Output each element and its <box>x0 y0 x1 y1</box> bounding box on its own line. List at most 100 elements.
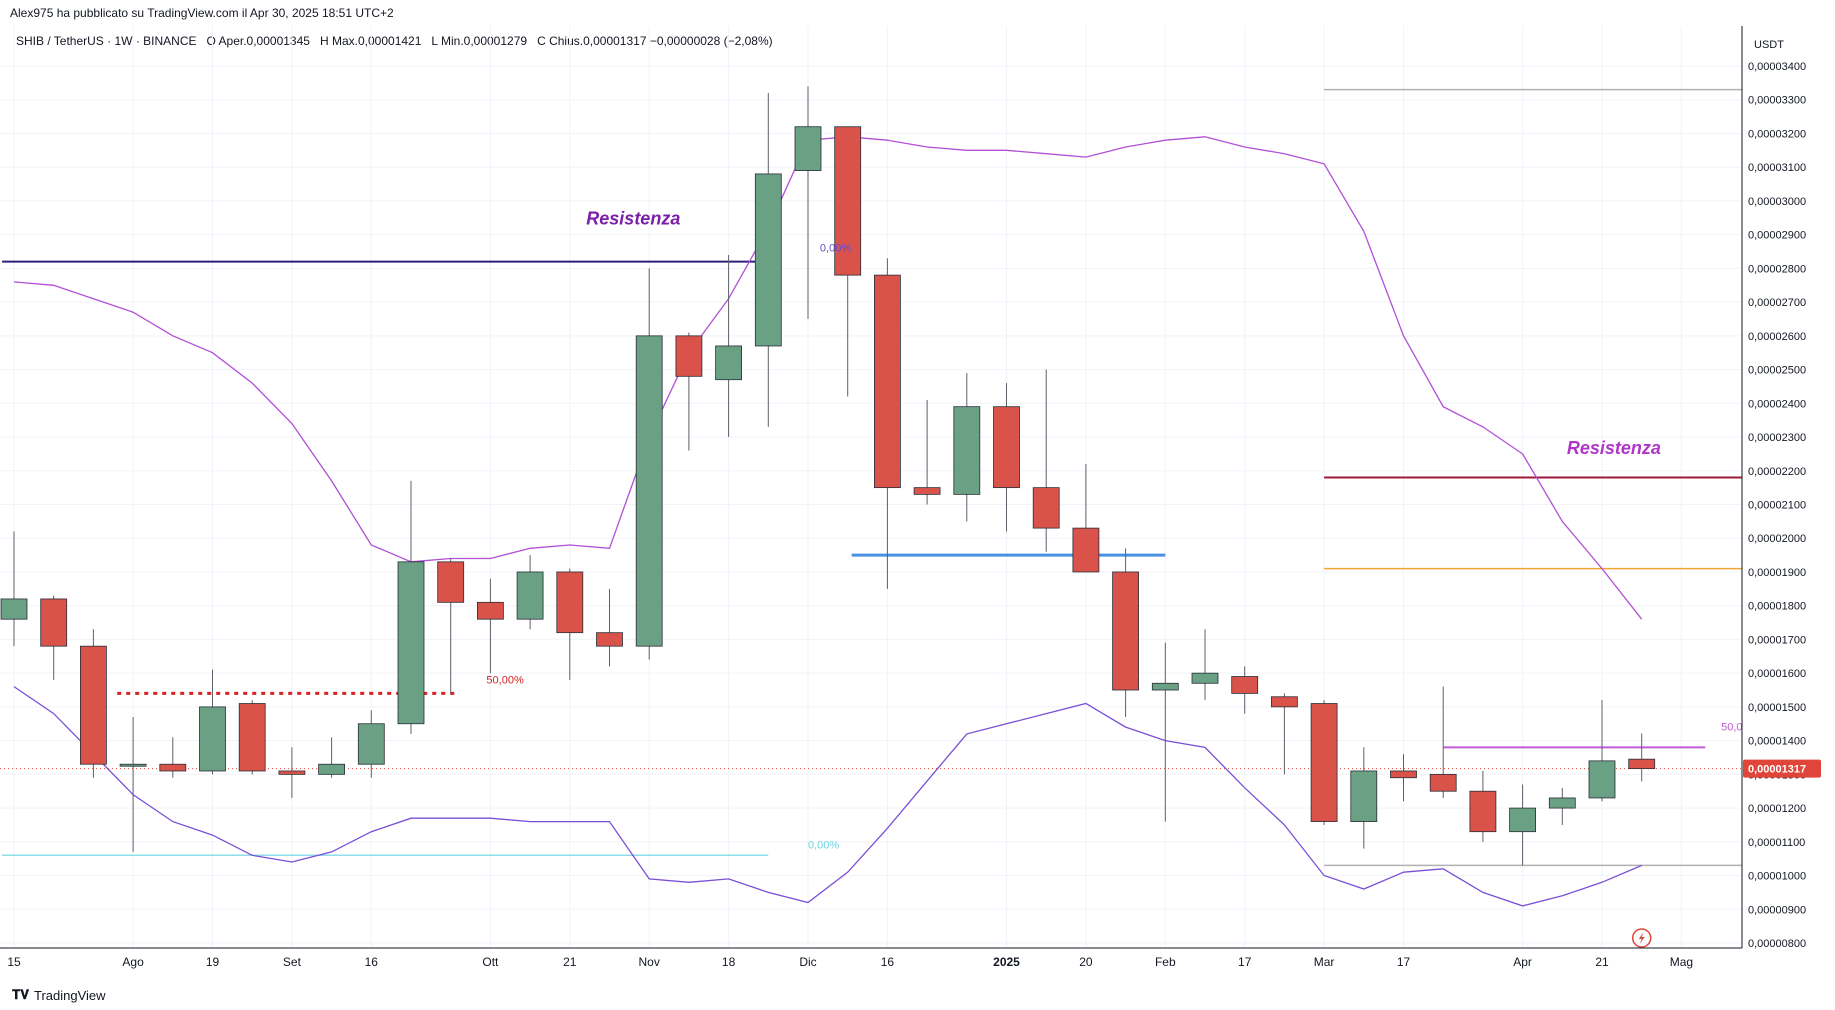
candle-body <box>1350 770 1378 822</box>
candle <box>715 254 742 438</box>
change-value: −0,00000028 (−2,08%) <box>649 34 773 48</box>
y-tick-label: 0,00001800 <box>1748 601 1806 613</box>
candle <box>754 92 782 427</box>
y-tick-label: 0,00001500 <box>1748 702 1806 714</box>
candle-body <box>476 601 504 620</box>
candle <box>238 700 266 775</box>
y-tick-label: 0,00001000 <box>1748 871 1806 883</box>
candle-body <box>1469 790 1497 833</box>
candle-body <box>1032 487 1060 529</box>
candle <box>1350 747 1378 849</box>
y-tick-label: 0,00002500 <box>1748 365 1806 377</box>
y-tick-label: 0,00001900 <box>1748 567 1806 579</box>
candle-body <box>318 763 346 775</box>
candle <box>1072 464 1100 573</box>
last-price-label: 0,00001317 <box>1748 764 1806 776</box>
candle-body <box>1509 807 1536 833</box>
y-tick-label: 0,00001700 <box>1748 634 1806 646</box>
y-tick-label: 0,00000800 <box>1748 938 1806 950</box>
candle <box>1628 733 1656 782</box>
level-lines <box>0 88 1757 867</box>
axis-currency-label: USDT <box>1754 39 1784 51</box>
high-label: H <box>319 34 329 48</box>
candle-body <box>635 335 663 647</box>
candle <box>199 669 226 775</box>
x-tick-label: 18 <box>722 955 736 969</box>
y-tick-label: 0,00002600 <box>1748 331 1806 343</box>
x-tick-label: 17 <box>1238 955 1252 969</box>
candle-body <box>913 487 941 495</box>
candle <box>516 555 544 630</box>
candle <box>834 126 862 397</box>
candle <box>993 383 1020 532</box>
candle <box>318 737 346 778</box>
y-tick-label: 0,00000900 <box>1748 904 1806 916</box>
y-tick-label: 0,00002400 <box>1748 398 1806 410</box>
y-tick-label: 0,00001400 <box>1748 736 1806 748</box>
candle-body <box>1271 696 1298 708</box>
y-tick-label: 0,00003100 <box>1748 162 1806 174</box>
candle <box>596 588 623 667</box>
candle <box>1509 784 1536 866</box>
annotation-resistenza: Resistenza <box>1567 438 1661 458</box>
y-tick-label: 0,00003200 <box>1748 128 1806 140</box>
candle-body <box>1429 773 1457 792</box>
candle-body <box>1072 527 1100 573</box>
candle <box>1429 686 1457 798</box>
x-tick-label: 20 <box>1079 955 1093 969</box>
price-axis-bg <box>1742 26 1835 948</box>
candle <box>1271 693 1298 775</box>
candle-body <box>675 335 703 377</box>
candle <box>953 372 981 522</box>
tradingview-brand[interactable]: 𝐓𝐕 TradingView <box>12 987 106 1003</box>
candle <box>80 629 107 778</box>
x-tick-label: Ago <box>122 955 144 969</box>
candle-body <box>40 598 68 647</box>
candle <box>357 710 385 778</box>
x-tick-label: Feb <box>1155 955 1176 969</box>
open-label: O <box>206 34 216 48</box>
x-tick-label: Nov <box>639 955 660 969</box>
y-tick-label: 0,00002700 <box>1748 297 1806 309</box>
tradingview-logo-icon: 𝐓𝐕 <box>12 987 29 1002</box>
y-tick-label: 0,00002300 <box>1748 432 1806 444</box>
candle <box>675 332 703 451</box>
candle-body <box>874 274 901 489</box>
candle <box>1310 700 1338 825</box>
x-tick-label: Dic <box>799 955 816 969</box>
symbol-ohlc-bar: SHIB / TetherUS · 1W · BINANCE O Aper.0,… <box>16 34 773 48</box>
candle-body <box>794 126 822 171</box>
candle-body <box>1628 758 1656 770</box>
candle-body <box>1548 797 1576 809</box>
candle-body <box>754 173 782 347</box>
y-tick-label: 0,00002000 <box>1748 533 1806 545</box>
x-tick-label: 21 <box>1595 955 1609 969</box>
y-tick-label: 0,00002900 <box>1748 230 1806 242</box>
candle <box>874 258 901 589</box>
y-tick-label: 0,00001600 <box>1748 668 1806 680</box>
candle-body <box>1588 760 1616 799</box>
y-tick-label: 0,00001200 <box>1748 803 1806 815</box>
candle-body <box>357 723 385 765</box>
candle-body <box>199 706 226 772</box>
candle-body <box>993 406 1020 489</box>
symbol-label[interactable]: SHIB / TetherUS · 1W · BINANCE <box>16 34 197 48</box>
y-tick-label: 0,00002100 <box>1748 500 1806 512</box>
candle <box>1390 754 1417 802</box>
grid <box>0 26 1741 948</box>
low-label: L <box>431 34 438 48</box>
candle-body <box>80 645 107 765</box>
y-tick-label: 0,00003000 <box>1748 196 1806 208</box>
candle <box>40 595 68 680</box>
axes: USDT 0,00000800 0,00000900 0,00001000 0,0000… <box>0 26 1835 969</box>
x-tick-label: 16 <box>365 955 379 969</box>
low-value: Min.0,00001279 <box>440 34 528 48</box>
candle-body <box>834 126 862 276</box>
candle-body <box>397 561 425 725</box>
candle <box>1112 548 1139 718</box>
x-tick-label: 21 <box>563 955 577 969</box>
candle <box>1231 666 1259 714</box>
candle <box>1151 642 1179 822</box>
y-tick-label: 0,00001100 <box>1748 837 1805 849</box>
